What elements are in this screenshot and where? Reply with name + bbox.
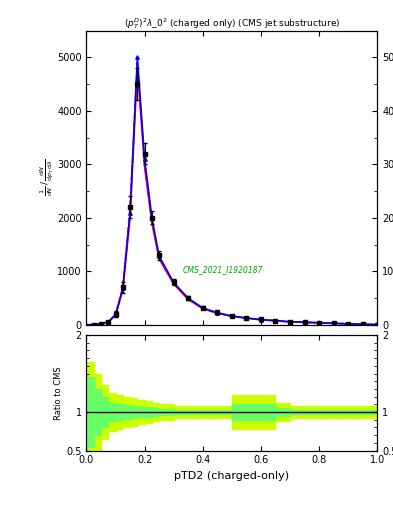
Title: $(p_T^D)^2\lambda\_0^2$ (charged only) (CMS jet substructure): $(p_T^D)^2\lambda\_0^2$ (charged only) (…	[124, 16, 340, 31]
Y-axis label: Ratio to CMS: Ratio to CMS	[55, 366, 63, 420]
Y-axis label: $\frac{1}{\mathrm{d}N}\,/\,\frac{\mathrm{d}N}{\mathrm{d}p_T\,\mathrm{d}\lambda}$: $\frac{1}{\mathrm{d}N}\,/\,\frac{\mathrm…	[38, 159, 55, 197]
X-axis label: pTD2 (charged-only): pTD2 (charged-only)	[174, 471, 289, 481]
Text: CMS_2021_I1920187: CMS_2021_I1920187	[182, 265, 263, 274]
